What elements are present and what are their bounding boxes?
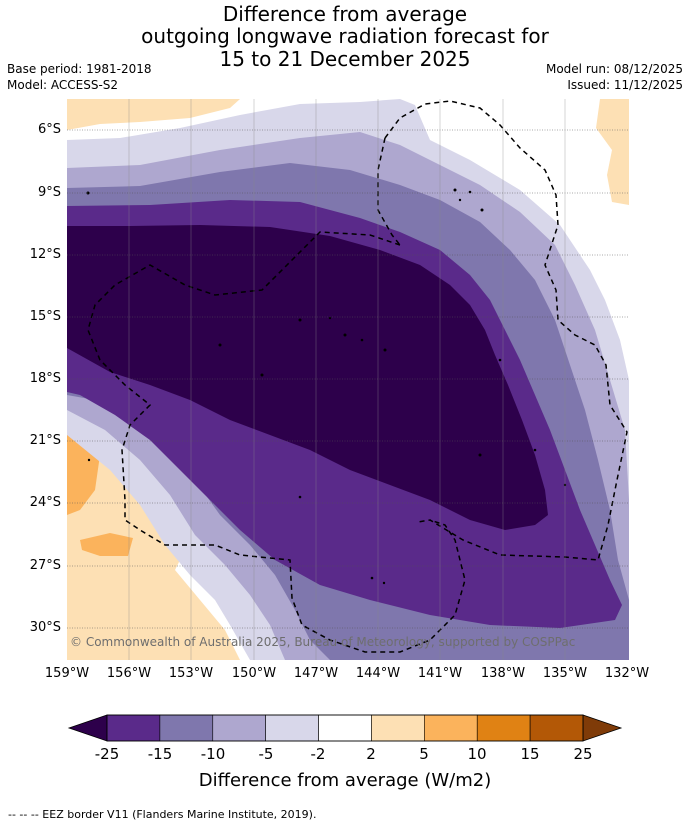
colorbar-segment: [212, 714, 266, 742]
colorbar-segment: [318, 714, 372, 742]
lon-label-132w: 132°W: [604, 666, 650, 681]
lon-label-156w: 156°W: [106, 666, 152, 681]
eez-border-cook-islands: [87, 231, 466, 653]
colorbar-tick: 10: [467, 745, 487, 763]
lon-label-135w: 135°W: [542, 666, 588, 681]
colorbar-segment: [371, 714, 425, 742]
lon-label-144w: 144°W: [355, 666, 401, 681]
lat-label-24s: 24°S: [29, 495, 61, 510]
colorbar-segment: [265, 714, 319, 742]
colorbar-over-arrow: [582, 714, 623, 742]
colorbar-tick: 25: [573, 745, 593, 763]
lat-label-15s: 15°S: [29, 309, 61, 324]
contour-neg-25: [67, 225, 548, 530]
colorbar-segment: [529, 714, 584, 742]
lon-label-150w: 150°W: [231, 666, 277, 681]
lat-label-6s: 6°S: [37, 122, 61, 137]
colorbar-tick: -2: [310, 745, 326, 763]
colorbar-tick: 15: [520, 745, 540, 763]
contour-pos-5-island: [80, 533, 133, 556]
colorbar-tick: 2: [366, 745, 376, 763]
colorbar-segment: [476, 714, 531, 742]
contour-pos-2-northeast: [596, 99, 629, 205]
eez-legend-footer: -- -- -- EEZ border V11 (Flanders Marine…: [8, 808, 317, 821]
colorbar-tick: -5: [258, 745, 274, 763]
colorbar-tick: -10: [200, 745, 226, 763]
model-name: Model: ACCESS-S2: [7, 78, 119, 92]
contour-pos-2-north: [67, 99, 240, 130]
colorbar-tick: -15: [147, 745, 173, 763]
lat-label-27s: 27°S: [29, 558, 61, 573]
colorbar-under-arrow: [67, 714, 108, 742]
map-copyright: © Commonwealth of Australia 2025, Bureau…: [70, 635, 575, 649]
lat-label-9s: 9°S: [37, 185, 61, 200]
lat-label-30s: 30°S: [29, 620, 61, 635]
colorbar-tick: -25: [94, 745, 120, 763]
island-markers: [86, 188, 567, 585]
title-line-1: Difference from average: [222, 2, 468, 26]
colorbar-frame: [106, 714, 584, 742]
lon-label-138w: 138°W: [480, 666, 526, 681]
lat-label-12s: 12°S: [29, 247, 61, 262]
latitude-gridlines: [67, 129, 629, 629]
lon-label-141w: 141°W: [417, 666, 463, 681]
colorbar-tick: 5: [419, 745, 429, 763]
lon-label-159w: 159°W: [44, 666, 90, 681]
colorbar-segment: [106, 714, 161, 742]
issued-date: Issued: 11/12/2025: [567, 78, 683, 92]
title-line-2: outgoing longwave radiation forecast for: [141, 24, 549, 48]
lon-label-153w: 153°W: [168, 666, 214, 681]
colorbar: [67, 714, 623, 742]
colorbar-label: Difference from average (W/m2): [198, 770, 492, 791]
lat-label-18s: 18°S: [29, 371, 61, 386]
title-line-3: 15 to 21 December 2025: [219, 47, 471, 71]
lon-label-147w: 147°W: [293, 666, 339, 681]
model-run: Model run: 08/12/2025: [545, 62, 683, 76]
colorbar-segment: [424, 714, 478, 742]
colorbar-segment: [159, 714, 214, 742]
lat-label-21s: 21°S: [29, 433, 61, 448]
base-period: Base period: 1981-2018: [7, 62, 152, 76]
longitude-gridlines: [128, 99, 566, 660]
